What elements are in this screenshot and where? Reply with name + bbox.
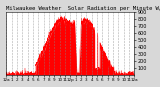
Text: Milwaukee Weather  Solar Radiation per Minute W/m2 (Last 24 Hours): Milwaukee Weather Solar Radiation per Mi… <box>6 6 160 11</box>
